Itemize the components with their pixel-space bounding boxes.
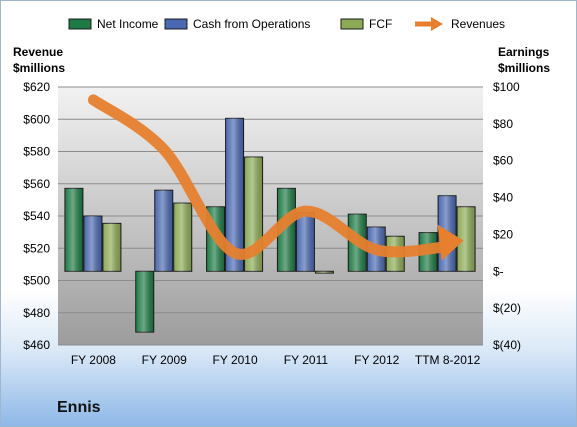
right-tick-label: $40: [493, 191, 513, 205]
left-tick-label: $480: [23, 306, 50, 320]
revenue-arrowhead: [437, 224, 464, 261]
company-name: Ennis: [57, 399, 101, 416]
legend-label: FCF: [369, 17, 392, 31]
x-tick-label: TTM 8-2012: [415, 353, 481, 367]
legend-arrow-revenues: [431, 17, 443, 31]
right-axis-label-line2: $millions: [498, 61, 550, 75]
gridlines: [58, 86, 483, 346]
bar-highlight: [135, 271, 154, 333]
legend-label: Revenues: [451, 17, 505, 31]
left-tick-label: $500: [23, 274, 50, 288]
bar-highlight: [64, 188, 83, 272]
legend-swatch: [164, 18, 188, 30]
right-tick-label: $60: [493, 154, 513, 168]
x-tick-label: FY 2008: [71, 353, 116, 367]
legend-label: Net Income: [97, 17, 159, 31]
revenue-line-layer: [87, 94, 464, 261]
right-axis-ticks: $100 $80 $60 $40 $20 $- $(20) $(40): [493, 80, 521, 352]
left-tick-label: $520: [23, 241, 50, 255]
legend: Net Income Cash from Operations FCF Revenue…: [68, 17, 505, 31]
bar-highlight: [457, 206, 476, 272]
right-tick-label: $20: [493, 227, 513, 241]
left-tick-label: $540: [23, 209, 50, 223]
x-tick-label: FY 2009: [142, 353, 187, 367]
right-tick-label: $(20): [493, 301, 521, 315]
legend-swatch: [68, 18, 92, 30]
bar-highlight: [296, 212, 315, 272]
legend-label: Cash from Operations: [193, 17, 310, 31]
legend-swatch: [340, 18, 364, 30]
left-tick-label: $620: [23, 80, 50, 94]
right-tick-label: $(40): [493, 338, 521, 352]
left-tick-label: $580: [23, 145, 50, 159]
left-axis-ticks: $620 $600 $580 $560 $540 $520 $500 $480 $460: [23, 80, 50, 352]
revenue-line: [87, 94, 454, 260]
right-tick-label: $80: [493, 117, 513, 131]
x-tick-label: FY 2010: [213, 353, 258, 367]
left-tick-label: $560: [23, 177, 50, 191]
bar-highlight: [315, 271, 334, 274]
bar-highlight: [154, 190, 173, 272]
right-tick-label: $-: [493, 264, 504, 278]
left-axis-label-line1: Revenue: [13, 45, 63, 59]
bar-highlight: [277, 188, 296, 272]
x-tick-label: FY 2012: [354, 353, 399, 367]
bar-highlight: [173, 203, 192, 272]
left-tick-label: $600: [23, 112, 50, 126]
x-axis-ticks: FY 2008 FY 2009 FY 2010 FY 2011 FY 2012 TTM 8…: [71, 353, 481, 367]
bar-highlight: [83, 216, 102, 272]
bars: [64, 117, 476, 333]
x-tick-label: FY 2011: [284, 353, 329, 367]
left-tick-label: $460: [23, 338, 50, 352]
bar-highlight: [225, 118, 244, 272]
right-tick-label: $100: [493, 80, 520, 94]
bar-highlight: [102, 223, 121, 272]
left-axis-label-line2: $millions: [13, 61, 65, 75]
right-axis-label-line1: Earnings: [498, 45, 550, 59]
